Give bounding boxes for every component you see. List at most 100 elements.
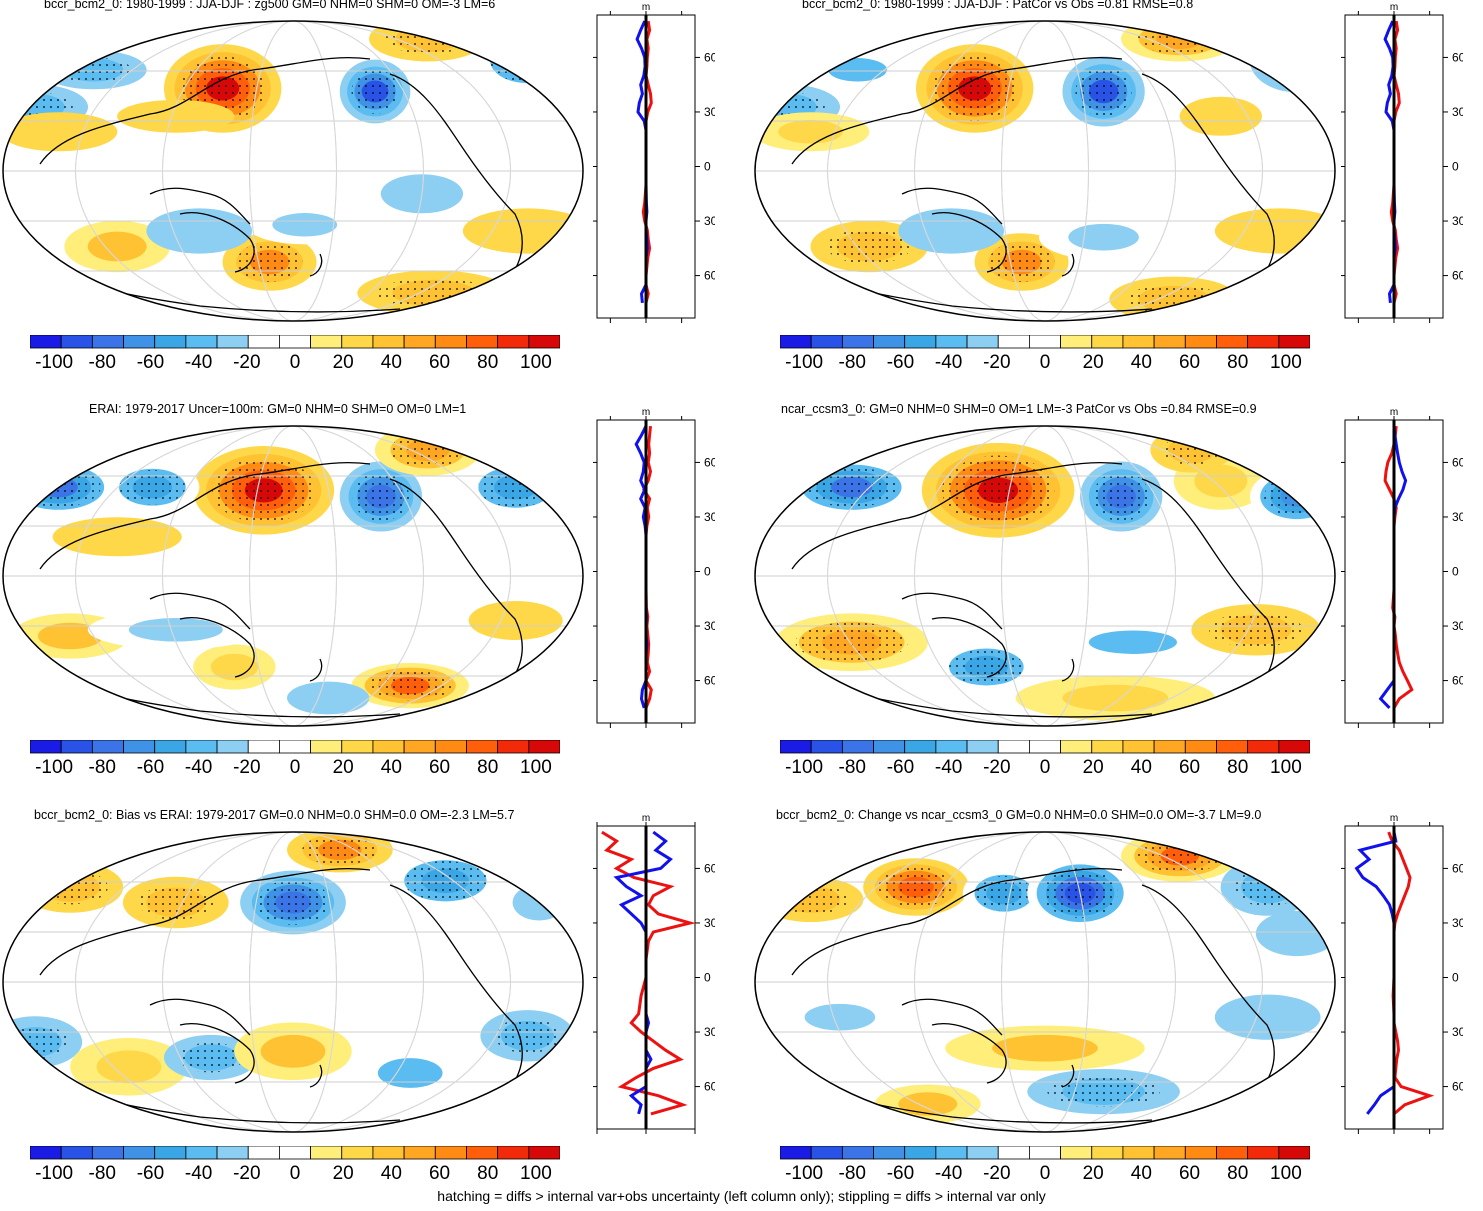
- panel-title: bccr_bcm2_0: 1980-1999 : JJA-DJF : zg500…: [44, 0, 496, 11]
- colorbar-swatch: [1060, 335, 1093, 349]
- colorbar-tick-label: 0: [1039, 1163, 1051, 1184]
- coastline: [149, 187, 251, 225]
- stippling: [932, 56, 1017, 121]
- anomaly-contour: [117, 99, 235, 133]
- coastline: [389, 478, 523, 695]
- colorbar-tick-label: -100: [35, 1163, 74, 1184]
- stippling: [32, 869, 108, 905]
- colorbar-tick-label: -20: [233, 1163, 261, 1184]
- map-outline: [2, 425, 584, 727]
- colorbar-tick-label: -80: [88, 352, 116, 373]
- xtick-label: 40: [1424, 1140, 1436, 1141]
- stippling: [368, 670, 453, 701]
- map-outline: [754, 20, 1336, 322]
- stippling: [1093, 471, 1150, 522]
- longitude-gridline: [75, 832, 511, 1132]
- colorbar-swatch: [1153, 335, 1186, 349]
- colorbar-tick-label: -80: [88, 1163, 116, 1184]
- colorbar-swatch: [935, 740, 968, 754]
- colorbar-swatch: [1122, 740, 1155, 754]
- anomaly-map: [754, 425, 1336, 727]
- colorbar-tick-label: -40: [934, 352, 963, 373]
- colorbar-swatch: [904, 740, 937, 754]
- xaxis-label: m: [642, 407, 650, 418]
- colorbar-swatch: [1278, 335, 1310, 349]
- xaxis-label: m: [1390, 2, 1398, 13]
- colorbar-swatch: [1247, 1146, 1280, 1160]
- colorbar-swatch: [1184, 335, 1217, 349]
- colorbar-swatch: [372, 1146, 405, 1160]
- colorbar-swatch: [466, 1146, 499, 1160]
- colorbar-swatch: [185, 1146, 218, 1160]
- colorbar-swatch: [810, 1146, 843, 1160]
- colorbar-swatch: [310, 740, 343, 754]
- longitude-gridline: [249, 426, 337, 726]
- coastline: [1061, 253, 1075, 277]
- colorbar-swatch: [1122, 335, 1155, 349]
- colorbar-swatch: [123, 1146, 156, 1160]
- panel-title: ERAI: 1979-2017 Uncer=100m: GM=0 NHM=0 S…: [89, 402, 467, 416]
- longitude-gridline: [1001, 426, 1089, 726]
- coastline: [791, 867, 1123, 976]
- colorbar-swatch: [528, 335, 560, 349]
- colorbar-swatch: [341, 335, 374, 349]
- panel-title: ncar_ccsm3_0: GM=0 NHM=0 SHM=0 OM=1 LM=-…: [781, 402, 1257, 416]
- anomaly-contour: [898, 208, 1005, 254]
- anomaly-contour: [52, 517, 182, 557]
- colorbar-tick-label: -60: [886, 352, 915, 373]
- colorbar-swatch: [403, 1146, 436, 1160]
- coastline: [39, 461, 371, 570]
- colorbar-swatch: [1278, 740, 1310, 754]
- colorbar-swatch: [935, 1146, 968, 1160]
- colorbar-labels: -100 -80 -60 -40 -20 0 20 40 60 80 100: [30, 1163, 560, 1187]
- ytick-label: 60N: [1452, 861, 1463, 875]
- xtick-label: 0: [1391, 734, 1397, 735]
- colorbar-tick-label: 80: [1227, 352, 1249, 373]
- anomaly-map: [2, 425, 584, 727]
- colorbar-tick-label: 60: [1178, 757, 1201, 778]
- anomaly-contour: [898, 1092, 958, 1116]
- colorbar-tick-label: 100: [520, 352, 552, 373]
- colorbar-labels: -100 -80 -60 -40 -20 0 20 40 60 80 100: [780, 352, 1310, 376]
- xaxis-label: m: [642, 813, 650, 824]
- ytick-label: 60N: [1452, 455, 1463, 469]
- anomaly-contour: [505, 47, 550, 74]
- ytick-label: 60S: [704, 269, 715, 283]
- map-outline: [2, 20, 584, 322]
- colorbar-swatch: [873, 740, 906, 754]
- colorbar-swatch: [528, 740, 560, 754]
- xtick-label: 0: [643, 329, 649, 330]
- stippling: [827, 229, 912, 264]
- zonal-mean-profile: 60N 30N 0 30S 60S -80 0 80 m: [593, 407, 715, 735]
- anomaly-contour: [778, 120, 843, 144]
- xaxis-label: m: [642, 2, 650, 13]
- colorbar-swatch: [1153, 740, 1186, 754]
- colorbar-swatch: [60, 1146, 93, 1160]
- colorbar-tick-label: 40: [380, 1163, 402, 1184]
- ytick-label: 60N: [1452, 50, 1463, 64]
- stippling: [489, 38, 565, 83]
- anomaly-contour: [128, 618, 223, 642]
- colorbar-swatch: [310, 335, 343, 349]
- colorbar-swatch: [528, 1146, 560, 1160]
- colorbar-swatch: [497, 335, 530, 349]
- anomaly-contour: [87, 231, 147, 262]
- ytick-label: 30N: [704, 510, 715, 524]
- coastline: [1141, 478, 1275, 695]
- colorbar-swatch: [497, 1146, 530, 1160]
- coastline: [1061, 1064, 1075, 1088]
- ytick-label: 30S: [704, 214, 715, 228]
- stippling: [1137, 838, 1222, 874]
- colorbar-tick-label: -40: [184, 1163, 213, 1184]
- colorbar-swatch: [185, 740, 218, 754]
- colorbar-swatch: [247, 740, 280, 754]
- longitude-gridline: [827, 832, 1263, 1132]
- figure-footnote: hatching = diffs > internal var+obs unce…: [437, 1188, 1046, 1204]
- colorbar-swatch: [279, 740, 311, 754]
- colorbar-tick-label: 80: [1227, 757, 1249, 778]
- colorbar-labels: -100 -80 -60 -40 -20 0 20 40 60 80 100: [780, 1163, 1310, 1187]
- colorbar-tick-label: 80: [477, 757, 499, 778]
- longitude-gridline: [162, 21, 424, 321]
- anomaly-contour: [1088, 630, 1177, 654]
- colorbar-swatch: [372, 335, 405, 349]
